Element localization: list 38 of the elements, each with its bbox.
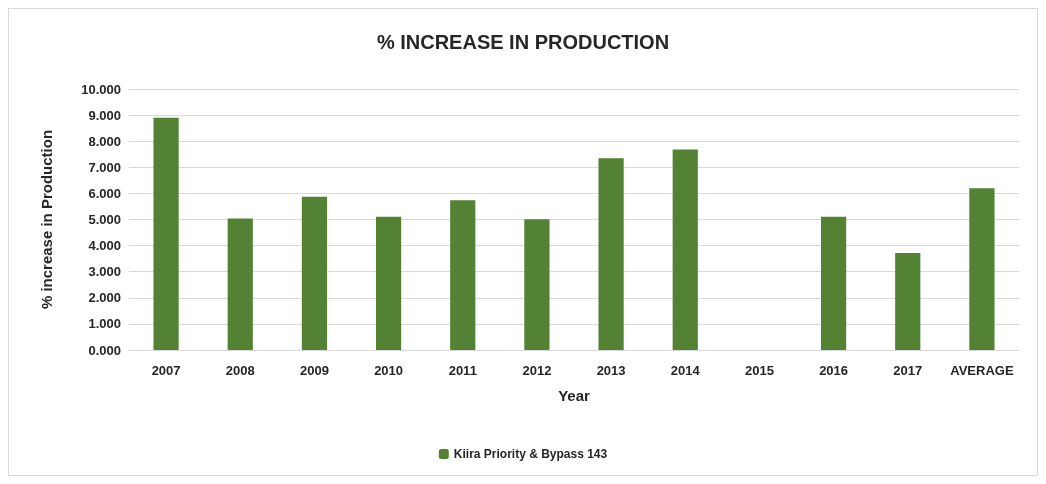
x-tick-label: 2012 xyxy=(522,363,552,378)
bar xyxy=(450,200,476,350)
y-tick-label: 4.000 xyxy=(88,238,121,254)
x-axis-title: Year xyxy=(558,387,591,404)
bar xyxy=(820,216,847,350)
x-tick-label: 2015 xyxy=(744,363,774,378)
bar xyxy=(375,216,402,350)
chart-title: % INCREASE IN PRODUCTION xyxy=(376,31,670,53)
y-tick-label: 0.000 xyxy=(88,342,121,358)
x-tick-label: 2007 xyxy=(151,363,181,378)
y-tick-label: 9.000 xyxy=(88,107,121,123)
y-tick-label: 8.000 xyxy=(88,133,121,149)
bar xyxy=(598,158,624,350)
x-tick-label: 2016 xyxy=(819,363,849,378)
x-tick-label: 2010 xyxy=(374,363,404,378)
y-tick-label: 10.000 xyxy=(81,81,121,97)
legend-label: Kiira Priority & Bypass 143 xyxy=(453,447,608,461)
y-tick-label: 6.000 xyxy=(88,185,121,201)
bar xyxy=(524,219,550,350)
y-tick-label: 2.000 xyxy=(88,290,121,306)
bar xyxy=(895,252,921,350)
y-tick-label: 7.000 xyxy=(88,159,121,175)
bar xyxy=(301,196,328,350)
x-tick-label: 2009 xyxy=(299,363,329,378)
x-tick-label: AVERAGE xyxy=(950,363,1014,378)
y-axis-title: % increase in Production xyxy=(38,129,55,310)
y-tick-label: 1.000 xyxy=(88,316,121,332)
bar xyxy=(672,149,698,350)
x-tick-label: 2008 xyxy=(225,363,255,378)
x-tick-label: 2011 xyxy=(448,363,477,378)
bar xyxy=(153,117,179,350)
x-tick-label: 2017 xyxy=(893,363,923,378)
bar xyxy=(969,188,995,350)
bar xyxy=(227,218,253,350)
y-tick-label: 3.000 xyxy=(88,264,121,280)
x-tick-label: 2013 xyxy=(596,363,626,378)
x-tick-label: 2014 xyxy=(670,363,701,378)
y-tick-label: 5.000 xyxy=(88,212,121,227)
